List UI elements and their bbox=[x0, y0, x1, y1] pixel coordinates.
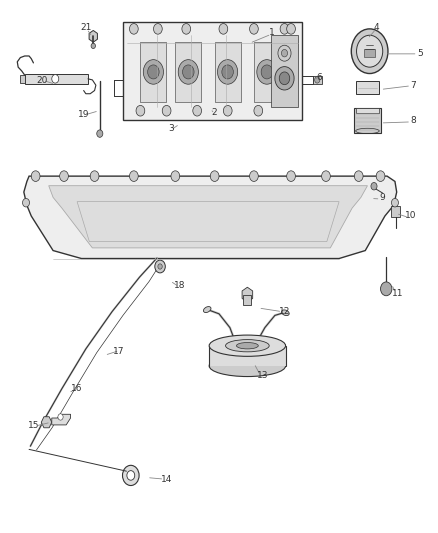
Circle shape bbox=[314, 77, 320, 83]
Polygon shape bbox=[25, 74, 88, 84]
Circle shape bbox=[254, 106, 263, 116]
Polygon shape bbox=[272, 35, 297, 107]
Circle shape bbox=[130, 23, 138, 34]
Text: 1: 1 bbox=[268, 28, 274, 37]
Polygon shape bbox=[209, 346, 286, 366]
Circle shape bbox=[60, 171, 68, 181]
Text: 3: 3 bbox=[168, 124, 174, 133]
Circle shape bbox=[123, 465, 139, 486]
Text: 4: 4 bbox=[373, 23, 379, 32]
Polygon shape bbox=[24, 176, 397, 259]
Circle shape bbox=[376, 171, 385, 181]
Circle shape bbox=[58, 414, 63, 420]
Circle shape bbox=[136, 106, 145, 116]
Polygon shape bbox=[141, 42, 166, 102]
Circle shape bbox=[222, 65, 233, 79]
Polygon shape bbox=[354, 108, 381, 133]
Circle shape bbox=[182, 23, 191, 34]
Circle shape bbox=[193, 106, 201, 116]
Text: 20: 20 bbox=[36, 76, 48, 85]
Circle shape bbox=[210, 171, 219, 181]
Text: 8: 8 bbox=[410, 116, 416, 125]
Circle shape bbox=[282, 50, 288, 57]
Circle shape bbox=[52, 75, 59, 83]
Circle shape bbox=[321, 171, 330, 181]
Circle shape bbox=[22, 198, 29, 207]
Polygon shape bbox=[244, 295, 251, 305]
Circle shape bbox=[250, 23, 258, 34]
Circle shape bbox=[162, 106, 171, 116]
Circle shape bbox=[278, 45, 291, 61]
Circle shape bbox=[279, 72, 290, 85]
Ellipse shape bbox=[237, 343, 258, 349]
Circle shape bbox=[261, 65, 273, 79]
Ellipse shape bbox=[209, 335, 286, 357]
Ellipse shape bbox=[209, 356, 286, 376]
Text: 15: 15 bbox=[28, 422, 39, 431]
Text: 9: 9 bbox=[380, 193, 385, 202]
Polygon shape bbox=[242, 287, 253, 302]
Circle shape bbox=[91, 43, 95, 49]
Circle shape bbox=[287, 171, 295, 181]
Text: 11: 11 bbox=[392, 288, 404, 297]
Polygon shape bbox=[175, 42, 201, 102]
Text: 2: 2 bbox=[212, 108, 217, 117]
Polygon shape bbox=[52, 414, 71, 425]
Circle shape bbox=[31, 171, 40, 181]
Polygon shape bbox=[215, 42, 240, 102]
Circle shape bbox=[153, 23, 162, 34]
Polygon shape bbox=[41, 417, 52, 428]
Circle shape bbox=[127, 471, 135, 480]
Text: 18: 18 bbox=[174, 280, 185, 289]
Text: 6: 6 bbox=[317, 73, 322, 82]
Circle shape bbox=[392, 198, 399, 207]
Circle shape bbox=[223, 106, 232, 116]
Circle shape bbox=[218, 60, 238, 84]
Polygon shape bbox=[356, 108, 379, 113]
Polygon shape bbox=[356, 82, 379, 94]
Ellipse shape bbox=[203, 306, 211, 312]
Ellipse shape bbox=[282, 310, 289, 316]
Polygon shape bbox=[49, 185, 367, 248]
Circle shape bbox=[158, 264, 162, 269]
Circle shape bbox=[280, 23, 289, 34]
Circle shape bbox=[219, 23, 228, 34]
Circle shape bbox=[371, 182, 377, 190]
Circle shape bbox=[275, 67, 294, 90]
Circle shape bbox=[130, 171, 138, 181]
Polygon shape bbox=[20, 75, 25, 83]
Circle shape bbox=[381, 282, 392, 296]
Text: 7: 7 bbox=[410, 81, 416, 90]
Text: 17: 17 bbox=[113, 347, 124, 356]
Polygon shape bbox=[392, 206, 400, 217]
Polygon shape bbox=[254, 42, 280, 102]
Text: 19: 19 bbox=[78, 110, 89, 119]
Text: 12: 12 bbox=[279, 307, 290, 316]
Circle shape bbox=[143, 60, 163, 84]
Circle shape bbox=[148, 65, 159, 79]
Text: 10: 10 bbox=[405, 212, 417, 221]
Polygon shape bbox=[123, 22, 302, 120]
Text: 16: 16 bbox=[71, 384, 83, 393]
Ellipse shape bbox=[226, 340, 269, 352]
Polygon shape bbox=[313, 76, 321, 84]
Circle shape bbox=[90, 171, 99, 181]
Circle shape bbox=[257, 60, 277, 84]
Circle shape bbox=[171, 171, 180, 181]
Circle shape bbox=[250, 171, 258, 181]
Circle shape bbox=[155, 260, 165, 273]
Circle shape bbox=[287, 23, 295, 34]
Circle shape bbox=[97, 130, 103, 138]
Text: 5: 5 bbox=[417, 50, 423, 58]
Circle shape bbox=[178, 60, 198, 84]
Circle shape bbox=[354, 171, 363, 181]
Text: 14: 14 bbox=[161, 475, 172, 483]
Circle shape bbox=[183, 65, 194, 79]
Circle shape bbox=[357, 35, 383, 67]
Polygon shape bbox=[89, 30, 97, 42]
Text: 21: 21 bbox=[80, 23, 92, 32]
Circle shape bbox=[351, 29, 388, 74]
Polygon shape bbox=[364, 49, 375, 56]
Text: 13: 13 bbox=[257, 371, 268, 380]
